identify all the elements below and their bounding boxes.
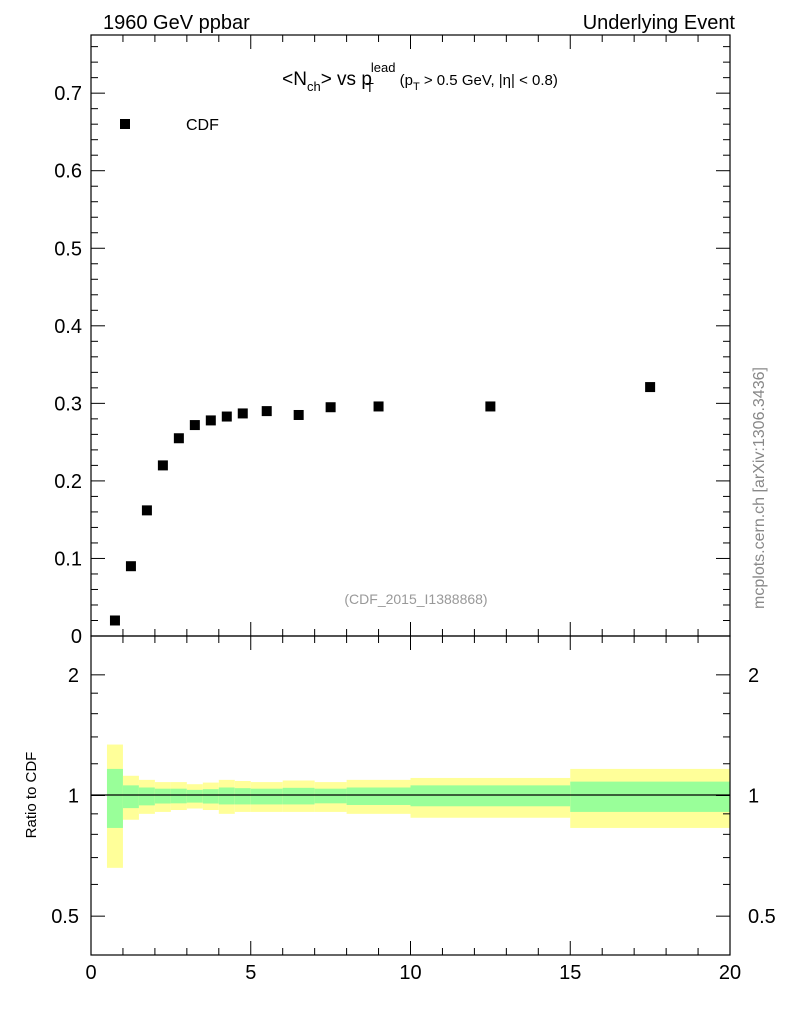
green-band-bin: [250, 788, 283, 805]
data-point: [325, 402, 336, 413]
data-point: [157, 460, 168, 471]
x-tick-label: 10: [399, 962, 421, 984]
x-tick-label: 5: [245, 962, 256, 984]
green-band-bin: [106, 768, 123, 828]
data-point: [261, 406, 272, 417]
green-band-bin: [234, 788, 251, 805]
legend-marker: [120, 119, 130, 129]
green-band-bin: [154, 788, 171, 804]
green-band-bin: [186, 789, 203, 803]
green-band-bin: [122, 785, 139, 809]
source-label: mcplots.cern.ch [arXiv:1306.3436]: [751, 367, 768, 609]
ratio-y-tick-label: 0.5: [51, 906, 79, 928]
y-tick-label: 0: [71, 626, 82, 648]
data-point: [109, 615, 120, 626]
green-band-bin: [282, 787, 315, 805]
ratio-y-tick-label: 2: [68, 665, 79, 687]
y-tick-label: 0.6: [54, 161, 82, 183]
ratio-y-tick-label: 1: [68, 786, 79, 808]
data-points: [109, 382, 656, 626]
y-tick-label: 0.7: [54, 83, 82, 105]
ratio-ylabel: Ratio to CDF: [23, 752, 40, 839]
ratio-bands: [106, 744, 730, 868]
ratio-y-tick-label-right: 2: [748, 665, 759, 687]
green-band-bin: [170, 788, 187, 804]
data-point: [373, 401, 384, 412]
y-tick-label: 0.4: [54, 316, 82, 338]
x-tick-label: 0: [85, 962, 96, 984]
data-point: [645, 382, 656, 393]
energy-label: 1960 GeV ppbar: [103, 12, 250, 34]
green-band-bin: [410, 785, 571, 807]
data-point: [125, 561, 136, 572]
green-band-bin: [346, 787, 411, 805]
data-point: [189, 420, 200, 431]
data-point: [237, 408, 248, 419]
green-band-bin: [218, 787, 235, 805]
ratio-y-tick-label-right: 0.5: [748, 906, 776, 928]
data-point: [221, 411, 232, 422]
x-tick-label: 20: [719, 962, 741, 984]
y-tick-label: 0.2: [54, 471, 82, 493]
analysis-annotation: (CDF_2015_I1388868): [344, 591, 487, 607]
green-band-bin: [314, 788, 347, 804]
process-label: Underlying Event: [583, 12, 736, 34]
axis-ticks: 0 0.1 0.2 0.3 0.4 0.5 0.6 0.7 0 5 10 15 20 0.5 0.5 1 1 2 2: [51, 35, 776, 984]
y-tick-label: 0.5: [54, 238, 82, 260]
data-point: [205, 415, 216, 426]
chart-title: <Nch> vs pTlead (pT > 0.5 GeV, |η| < 0.8…: [282, 60, 558, 95]
green-band-bin: [202, 789, 219, 804]
data-point: [485, 401, 496, 412]
y-tick-label: 0.1: [54, 548, 82, 570]
green-band-bin: [570, 781, 730, 812]
green-band-bin: [138, 787, 155, 806]
x-tick-label: 15: [559, 962, 581, 984]
legend-label: CDF: [186, 117, 219, 134]
data-point: [173, 433, 184, 444]
y-tick-label: 0.3: [54, 393, 82, 415]
data-point: [293, 409, 304, 420]
ratio-y-tick-label-right: 1: [748, 786, 759, 808]
data-point: [141, 505, 152, 516]
